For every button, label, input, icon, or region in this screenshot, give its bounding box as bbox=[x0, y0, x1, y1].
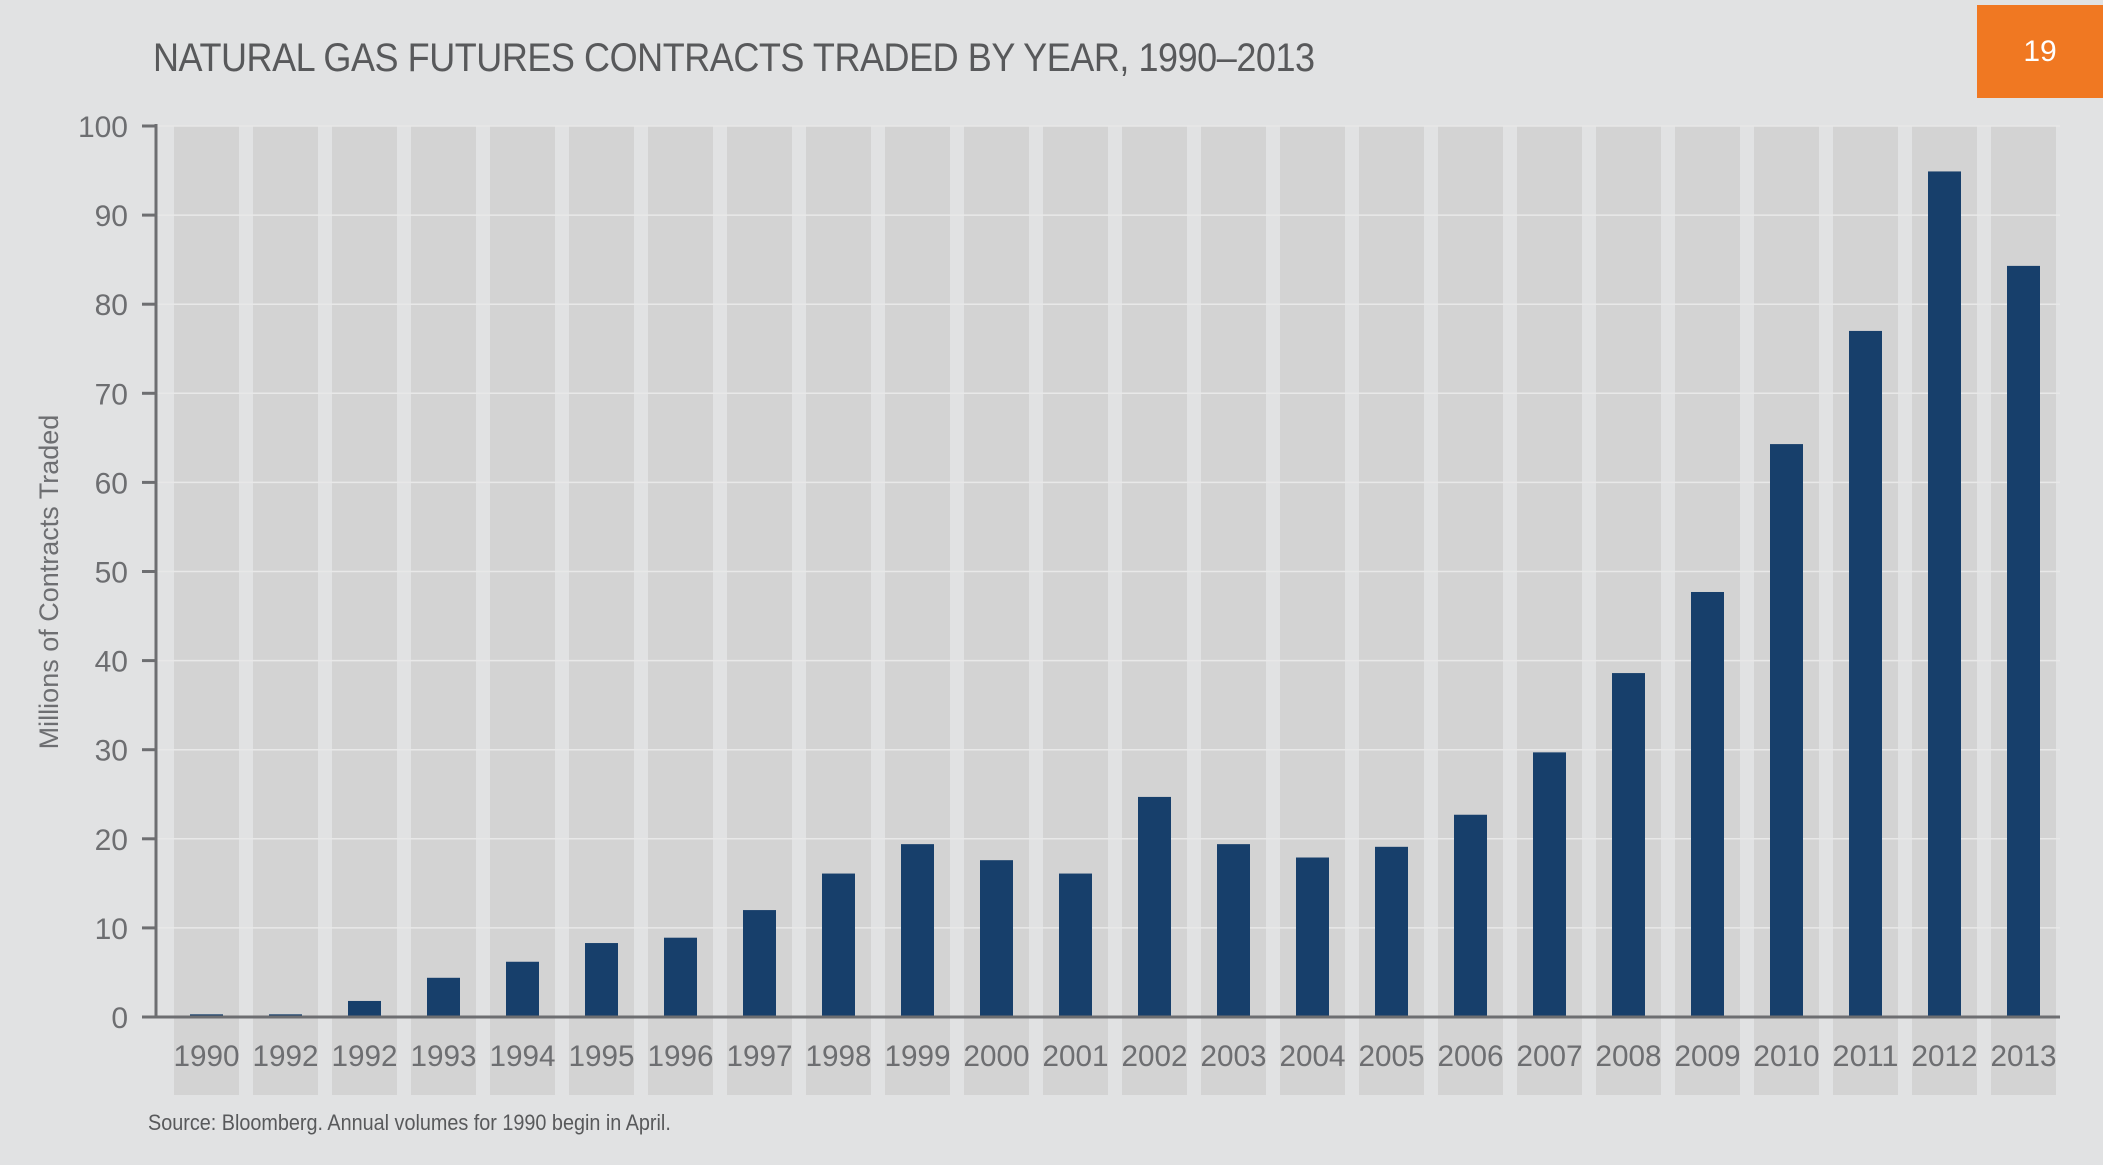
chart-title: NATURAL GAS FUTURES CONTRACTS TRADED BY … bbox=[153, 36, 1315, 80]
bar-2003 bbox=[1217, 844, 1250, 1017]
bar-1994 bbox=[506, 961, 539, 1017]
bar-2006 bbox=[1454, 814, 1487, 1017]
x-tick-label: 1999 bbox=[885, 1040, 951, 1073]
x-tick-label: 2006 bbox=[1438, 1040, 1504, 1073]
x-tick-label: 1992 bbox=[332, 1040, 398, 1073]
column-background bbox=[174, 126, 239, 1095]
x-tick-label: 2004 bbox=[1280, 1040, 1346, 1073]
y-tick-label: 10 bbox=[95, 913, 128, 946]
y-tick-label: 100 bbox=[78, 111, 128, 144]
x-tick-label: 2011 bbox=[1833, 1040, 1899, 1073]
x-tick-label: 2005 bbox=[1359, 1040, 1425, 1073]
y-tick-label: 50 bbox=[95, 557, 128, 590]
x-tick-label: 2002 bbox=[1122, 1040, 1188, 1073]
column-background bbox=[411, 126, 476, 1095]
column-background bbox=[490, 126, 555, 1095]
y-axis-label: Millions of Contracts Traded bbox=[34, 415, 64, 750]
x-tick-label: 1993 bbox=[411, 1040, 477, 1073]
y-tick-label: 90 bbox=[95, 200, 128, 233]
bar-2000 bbox=[980, 860, 1013, 1017]
x-tick-label: 2013 bbox=[1991, 1040, 2057, 1073]
column-background bbox=[253, 126, 318, 1095]
bar-1999 bbox=[901, 844, 934, 1017]
x-tick-label: 1996 bbox=[648, 1040, 714, 1073]
bar-1996 bbox=[664, 937, 697, 1017]
bar-1993 bbox=[427, 977, 460, 1017]
x-tick-label: 2008 bbox=[1596, 1040, 1662, 1073]
column-background bbox=[569, 126, 634, 1095]
bar-2007 bbox=[1533, 752, 1566, 1017]
y-tick-label: 30 bbox=[95, 735, 128, 768]
column-background bbox=[648, 126, 713, 1095]
bar-1997 bbox=[743, 910, 776, 1017]
page-number-badge: 19 bbox=[1977, 5, 2103, 98]
x-tick-label: 1992 bbox=[253, 1040, 319, 1073]
x-tick-label: 1998 bbox=[806, 1040, 872, 1073]
bar-2012 bbox=[1928, 171, 1961, 1018]
x-tick-label: 1990 bbox=[174, 1040, 240, 1073]
bar-2011 bbox=[1849, 330, 1882, 1017]
source-note: Source: Bloomberg. Annual volumes for 19… bbox=[148, 1110, 671, 1135]
x-tick-label: 1994 bbox=[490, 1040, 556, 1073]
bar-2010 bbox=[1770, 444, 1803, 1017]
y-tick-label: 60 bbox=[95, 467, 128, 500]
y-tick-label: 80 bbox=[95, 289, 128, 322]
y-tick-label: 70 bbox=[95, 378, 128, 411]
bar-2009 bbox=[1691, 591, 1724, 1017]
column-background bbox=[332, 126, 397, 1095]
bar-2008 bbox=[1612, 673, 1645, 1017]
x-tick-label: 2010 bbox=[1754, 1040, 1820, 1073]
bar-1992 bbox=[348, 1000, 381, 1017]
bar-2005 bbox=[1375, 846, 1408, 1017]
bar-1995 bbox=[585, 943, 618, 1017]
bar-2001 bbox=[1059, 873, 1092, 1017]
bar-2002 bbox=[1138, 796, 1171, 1017]
x-tick-label: 1995 bbox=[569, 1040, 635, 1073]
x-tick-label: 2003 bbox=[1201, 1040, 1267, 1073]
x-tick-label: 2001 bbox=[1043, 1040, 1109, 1073]
x-tick-label: 2000 bbox=[964, 1040, 1030, 1073]
y-tick-label: 20 bbox=[95, 824, 128, 857]
x-tick-label: 1997 bbox=[727, 1040, 793, 1073]
x-tick-label: 2009 bbox=[1675, 1040, 1741, 1073]
bar-2013 bbox=[2007, 265, 2040, 1018]
x-tick-label: 2012 bbox=[1912, 1040, 1978, 1073]
bar-2004 bbox=[1296, 857, 1329, 1017]
x-tick-label: 2007 bbox=[1517, 1040, 1583, 1073]
y-tick-label: 40 bbox=[95, 646, 128, 679]
bar-1998 bbox=[822, 873, 855, 1017]
y-tick-label: 0 bbox=[111, 1002, 128, 1035]
